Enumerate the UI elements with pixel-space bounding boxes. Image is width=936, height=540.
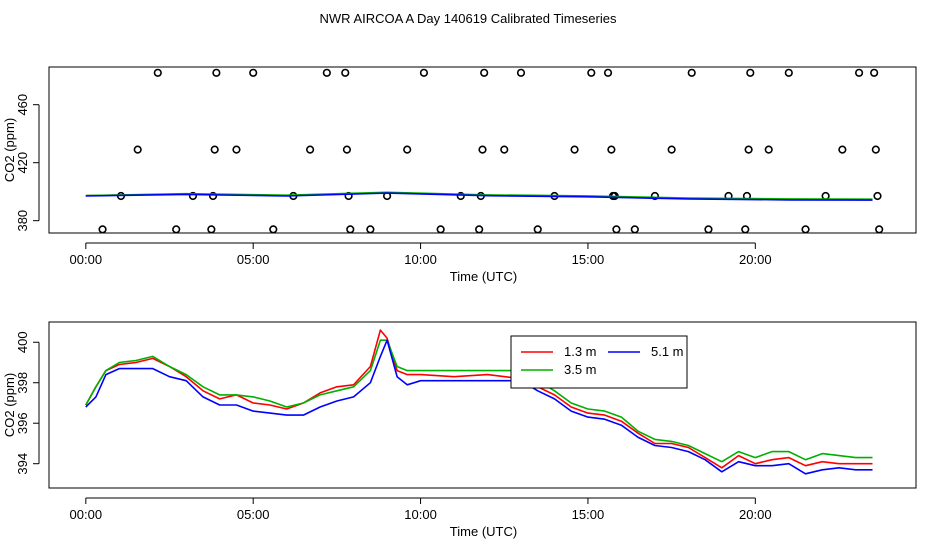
calibration-point xyxy=(133,145,142,154)
bottom-x-tick-label: 10:00 xyxy=(404,507,437,522)
calibration-point xyxy=(249,68,258,77)
calibration-point xyxy=(741,225,750,234)
calibration-point xyxy=(871,145,880,154)
calibration-point xyxy=(480,68,489,77)
bottom-series-line-5-1-m xyxy=(85,339,873,475)
calibration-point xyxy=(570,145,579,154)
calibration-point xyxy=(232,145,241,154)
calibration-point xyxy=(456,191,465,201)
calibration-point xyxy=(478,145,487,154)
calibration-point xyxy=(854,68,864,77)
top-y-tick-label: 420 xyxy=(15,152,30,174)
calibration-point xyxy=(612,225,621,234)
calibration-point xyxy=(153,68,162,77)
bottom-series-line-3-5-m xyxy=(85,339,873,463)
calibration-point xyxy=(801,225,810,234)
calibration-point xyxy=(98,225,107,234)
top-series-line-5-1-m xyxy=(85,192,873,201)
calibration-point xyxy=(587,68,596,77)
legend-box xyxy=(510,335,688,389)
bottom-y-tick-label: 400 xyxy=(15,331,30,353)
calibration-point xyxy=(210,145,219,154)
calibration-point xyxy=(650,191,659,201)
bottom-y-tick-label: 396 xyxy=(15,412,30,434)
top-x-tick-label: 20:00 xyxy=(739,252,772,267)
chart-title: NWR AIRCOA A Day 140619 Calibrated Times… xyxy=(320,11,617,26)
calibration-point xyxy=(269,225,278,234)
top-x-tick-label: 15:00 xyxy=(572,252,605,267)
calibration-point xyxy=(475,225,484,234)
calibration-point xyxy=(366,225,375,234)
calibration-point xyxy=(188,191,198,201)
bottom-y-tick-label: 394 xyxy=(15,453,30,475)
calibration-point xyxy=(764,145,773,154)
calibration-point xyxy=(516,68,526,77)
calibration-point xyxy=(784,68,793,77)
calibration-point xyxy=(212,68,221,77)
calibration-point xyxy=(322,68,331,77)
calibration-point xyxy=(403,145,412,154)
calibration-point xyxy=(172,225,181,234)
top-y-tick-label: 460 xyxy=(15,94,30,116)
panel-calibration-scatter: 00:00 05:00 10:00 15:00 20:00 380 420 460 Time (… xyxy=(2,66,917,284)
top-y-axis-title: CO2 (ppm) xyxy=(2,118,17,182)
calibration-point xyxy=(746,68,755,77)
panel-co2-timeseries: 00:00 05:00 10:00 15:00 20:00 394 396 398 400 Tim… xyxy=(2,321,917,539)
calibration-point xyxy=(870,68,879,77)
calibration-point xyxy=(500,145,509,154)
calibration-point xyxy=(208,191,218,201)
calibration-point xyxy=(533,225,542,234)
calibration-point xyxy=(436,225,445,234)
calibration-point xyxy=(306,145,315,154)
bottom-plot-frame xyxy=(48,321,917,489)
bottom-y-tick-label: 398 xyxy=(15,372,30,394)
bottom-y-axis-title: CO2 (ppm) xyxy=(2,373,17,437)
calibration-point xyxy=(875,225,884,234)
legend-entry-label: 3.5 m xyxy=(564,362,597,377)
calibration-point xyxy=(342,145,352,154)
bottom-x-axis-title: Time (UTC) xyxy=(450,524,517,539)
calibration-point xyxy=(603,68,613,77)
calibration-point xyxy=(667,145,676,154)
bottom-x-tick-label: 05:00 xyxy=(237,507,270,522)
calibration-point xyxy=(873,191,882,201)
top-plot-frame xyxy=(48,66,917,234)
bottom-x-tick-label: 15:00 xyxy=(572,507,605,522)
calibration-point xyxy=(419,68,429,77)
bottom-x-tick-label: 20:00 xyxy=(739,507,772,522)
legend-entry-label: 5.1 m xyxy=(651,344,684,359)
legend-entry-label: 1.3 m xyxy=(564,344,597,359)
top-y-tick-label: 380 xyxy=(15,210,30,232)
calibration-point xyxy=(687,68,696,77)
top-x-tick-label: 00:00 xyxy=(70,252,103,267)
calibration-point xyxy=(341,68,350,77)
calibration-point xyxy=(207,225,216,234)
calibration-point xyxy=(630,225,639,234)
calibration-point xyxy=(744,145,753,154)
calibration-point xyxy=(607,145,616,154)
calibration-point xyxy=(346,225,355,234)
bottom-x-tick-label: 00:00 xyxy=(70,507,103,522)
top-x-axis-title: Time (UTC) xyxy=(450,269,517,284)
calibration-point xyxy=(838,145,847,154)
calibration-point xyxy=(704,225,713,234)
bottom-series-line-1-3-m xyxy=(85,329,873,469)
top-x-tick-label: 10:00 xyxy=(404,252,437,267)
top-x-tick-label: 05:00 xyxy=(237,252,270,267)
